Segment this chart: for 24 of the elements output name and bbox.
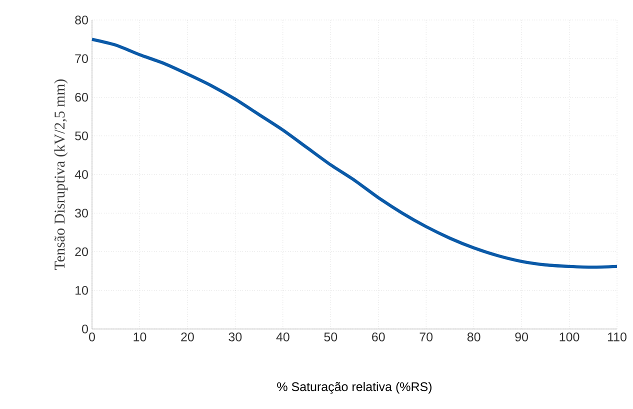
x-tick-label: 10	[134, 332, 146, 342]
x-tick-label: 80	[467, 332, 480, 342]
line-series	[90, 38, 619, 269]
x-tick-label: 0	[89, 332, 95, 342]
x-tick-label: 50	[324, 332, 338, 342]
y-tick-label: 80	[75, 16, 88, 24]
y-tick-label: 70	[75, 54, 88, 64]
x-tick-label: 30	[228, 332, 242, 342]
y-tick-label: 60	[75, 92, 88, 102]
x-tick-label: 20	[181, 332, 194, 342]
x-tick-label: 70	[420, 332, 433, 342]
x-tick-label: 60	[372, 332, 385, 342]
x-tick-label: 90	[515, 332, 528, 342]
y-axis-title: Tensão Disruptiva (kV/2,5 mm)	[54, 79, 68, 270]
y-tick-label: 0	[82, 324, 88, 334]
x-axis-title: % Saturação relativa (%RS)	[277, 382, 432, 394]
x-tick-label: 100	[560, 332, 580, 342]
y-tick-label: 40	[74, 170, 88, 179]
y-tick-label: 20	[75, 247, 88, 256]
x-tick-label: 40	[276, 332, 290, 342]
y-tick-label: 10	[76, 286, 88, 295]
y-tick-label: 50	[75, 131, 88, 140]
y-tick-label: 30	[75, 208, 88, 218]
x-tick-label: 110	[608, 332, 626, 342]
